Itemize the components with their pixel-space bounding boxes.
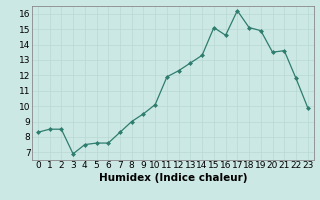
- X-axis label: Humidex (Indice chaleur): Humidex (Indice chaleur): [99, 173, 247, 183]
